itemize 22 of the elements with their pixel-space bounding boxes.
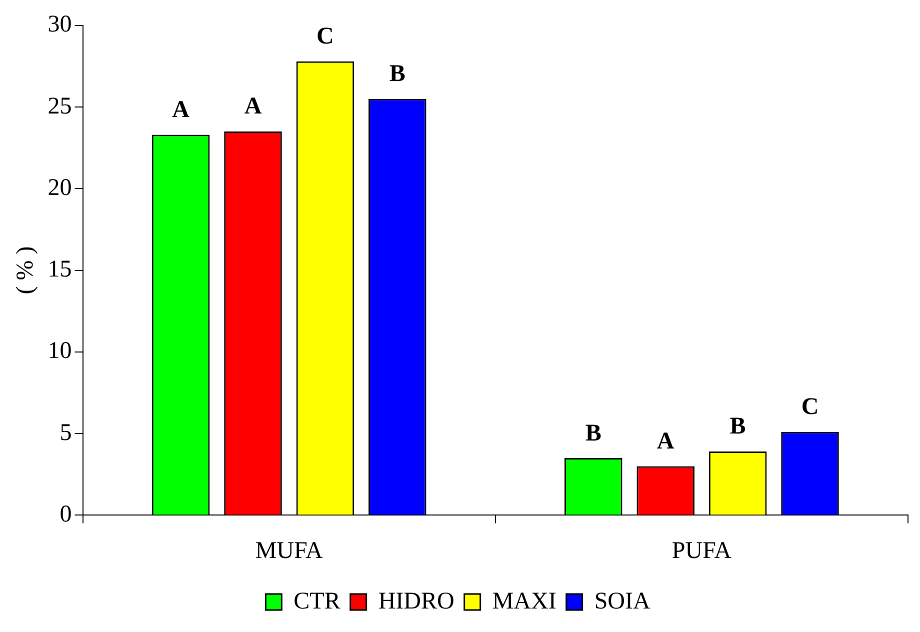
y-tick-label: 25: [48, 93, 72, 120]
x-tick-label: PUFA: [672, 538, 732, 564]
y-axis-title: ( % ): [12, 246, 39, 294]
data-label: C: [801, 394, 819, 420]
data-label: B: [730, 414, 746, 440]
x-tick-label: MUFA: [255, 538, 324, 564]
legend-label: CTR: [294, 588, 340, 614]
y-tick-label: 5: [60, 420, 72, 446]
data-label: A: [656, 428, 675, 454]
legend-label: MAXI: [492, 588, 556, 614]
y-tick-label: 10: [48, 338, 72, 364]
y-tick-label: 15: [48, 256, 72, 283]
data-label: B: [585, 420, 602, 446]
data-label: C: [316, 24, 334, 50]
legend-label: HIDRO: [378, 588, 454, 614]
y-tick-label: 20: [48, 174, 72, 201]
y-tick-label: 30: [48, 12, 72, 38]
data-label: A: [244, 94, 262, 120]
legend-label: SOIA: [594, 588, 652, 614]
y-tick-label: 0: [60, 501, 72, 528]
data-label: B: [389, 61, 406, 88]
data-label: A: [172, 96, 190, 123]
